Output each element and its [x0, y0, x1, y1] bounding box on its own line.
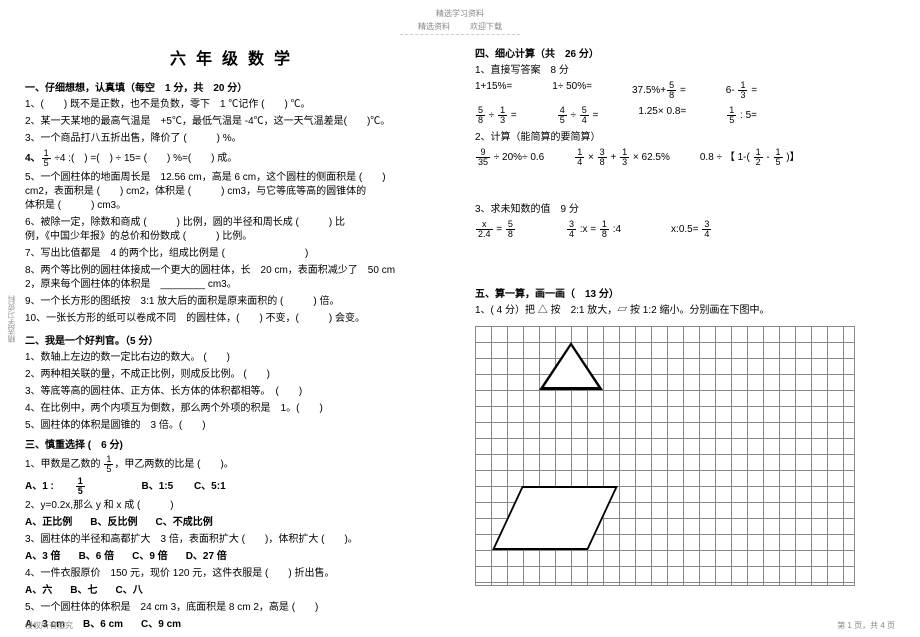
s2-q2: 2、两种相关联的量，不成正比例，则成反比例。 ( ) — [25, 368, 445, 382]
s1-q3: 3、一个商品打八五折出售，降价了 ( ) %。 — [25, 132, 445, 146]
right-column: 四、细心计算（共 26 分） 1、直接写答案 8 分 1+15%= 1÷ 50%… — [475, 45, 895, 635]
section1-heading: 一、仔细想想，认真填（每空 1 分，共 20 分） — [25, 79, 445, 94]
s3-q1-choices: A、1 : 15 B、1:5 C、5:1 — [25, 477, 445, 496]
page-footer: 侵权所有追究 第 1 页，共 4 页 — [25, 620, 895, 631]
header-line1: 精选学习资料 — [0, 8, 920, 19]
s3-q3: 3、圆柱体的半径和高都扩大 3 倍，表面积扩大 ( )，体积扩大 ( )。 — [25, 533, 445, 547]
s1-q4: 4、15 ÷4 :( ) =( ) ÷ 15= ( ) %=( ) 成。 — [25, 149, 445, 168]
page-header: 精选学习资料 精选资料 欢迎下载 — [0, 0, 920, 35]
s1-q5: 5、一个圆柱体的地面周长是 12.56 cm，高是 6 cm，这个圆柱的侧面积是… — [25, 171, 445, 213]
section5-heading: 五、算一算，画一画（ 13 分） — [475, 285, 895, 300]
section4-heading: 四、细心计算（共 26 分） — [475, 45, 895, 60]
page-title: 六年级数学 — [25, 45, 445, 69]
s1-q1: 1、( ) 既不是正数，也不是负数，零下 1 ℃记作 ( ) ℃。 — [25, 98, 445, 112]
calc-row3: 935 ÷ 20%÷ 0.6 14 × 38 + 13 × 62.5% 0.8 … — [475, 148, 895, 167]
section2-heading: 二、我是一个好判官。（5 分） — [25, 332, 445, 347]
calc-row1: 1+15%= 1÷ 50%= 37.5%+58 = 6- 13 = — [475, 81, 895, 100]
side-label: 精选学习资料 — [6, 295, 17, 343]
s1-q7: 7、写出比值都是 4 的两个比，组成比例是 ( ) — [25, 247, 445, 261]
s3-q2-choices: A、正比例B、反比例C、不成比例 — [25, 516, 445, 530]
s3-q5: 5、一个圆柱体的体积是 24 cm 3，底面积是 8 cm 2，高是 ( ) — [25, 601, 445, 615]
s1-q9: 9、一个长方形的图纸按 3:1 放大后的面积是原来面积的 ( ) 倍。 — [25, 295, 445, 309]
s5-q1: 1、( 4 分）把 △ 按 2:1 放大，▱ 按 1:2 缩小。分别画在下图中。 — [475, 304, 895, 318]
s3-q2: 2、y=0.2x,那么 y 和 x 成 ( ) — [25, 499, 445, 513]
header-left: 精选资料 — [418, 21, 450, 32]
s1-q8: 8、两个等比例的圆柱体接成一个更大的圆柱体，长 20 cm，表面积减少了 50 … — [25, 264, 445, 292]
s2-q4: 4、在比例中，两个内项互为倒数，那么两个外项的积是 1。( ) — [25, 402, 445, 416]
drawing-grid — [475, 326, 855, 586]
s1-q6: 6、被除一定，除数和商成 ( ) 比例，圆的半径和周长成 ( ) 比 例，《中国… — [25, 216, 445, 244]
s4-sub1: 1、直接写答案 8 分 — [475, 64, 895, 78]
s3-q4: 4、一件衣服原价 150 元，现价 120 元，这件衣服是 ( ) 折出售。 — [25, 567, 445, 581]
grid-container — [475, 326, 895, 586]
s3-q3-choices: A、3 倍B、6 倍C、9 倍D、27 倍 — [25, 550, 445, 564]
triangle-shape — [539, 342, 603, 390]
footer-right: 第 1 页，共 4 页 — [837, 620, 895, 631]
calc-row2: 58 ÷ 13 = 45 ÷ 54 = 1.25× 0.8= 15 : 5= — [475, 106, 895, 125]
calc-row4: x2.4 = 58 34 :x = 18 :4 x:0.5= 34 — [475, 220, 895, 239]
s3-q1: 1、甲数是乙数的 15，甲乙两数的比是 ( )。 — [25, 455, 445, 474]
section3-heading: 三、慎重选择 ( 6 分) — [25, 436, 445, 451]
header-right: 欢迎下载 — [470, 21, 502, 32]
s4-sub3: 3、求未知数的值 9 分 — [475, 203, 895, 217]
s2-q3: 3、等底等高的圆柱体、正方体、长方体的体积都相等。 ( ) — [25, 385, 445, 399]
s4-sub2: 2、计算（能简算的要简算） — [475, 131, 895, 145]
left-column: 六年级数学 一、仔细想想，认真填（每空 1 分，共 20 分） 1、( ) 既不… — [25, 45, 445, 635]
s1-q10: 10、一张长方形的纸可以卷成不同 的圆柱体，( ) 不变，( ) 会变。 — [25, 312, 445, 326]
footer-left: 侵权所有追究 — [25, 620, 73, 631]
s2-q5: 5、圆柱体的体积是圆锥的 3 倍。( ) — [25, 419, 445, 433]
s1-q2: 2、某一天某地的最高气温是 +5℃，最低气温是 -4℃，这一天气温差是( )℃。 — [25, 115, 445, 129]
s2-q1: 1、数轴上左边的数一定比右边的数大。 ( ) — [25, 351, 445, 365]
s3-q4-choices: A、六B、七C、八 — [25, 584, 445, 598]
